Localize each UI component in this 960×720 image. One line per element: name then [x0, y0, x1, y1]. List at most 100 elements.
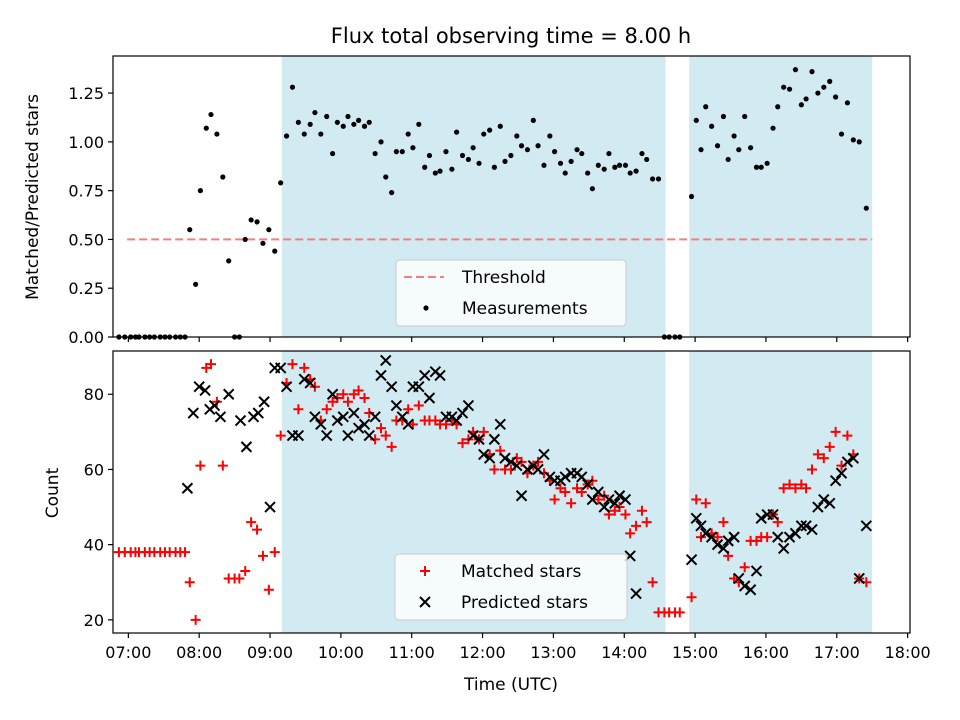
predicted-star-point — [326, 388, 339, 400]
x-tick-label: 07:00 — [105, 643, 151, 662]
measurement-point — [449, 166, 455, 172]
figure-title: Flux total observing time = 8.00 h — [331, 24, 691, 48]
predicted-star-point — [258, 396, 270, 408]
measurement-point — [193, 281, 199, 287]
measurement-point — [426, 152, 433, 159]
x-tick-label: 10:00 — [318, 643, 364, 662]
predicted-star-point — [853, 572, 865, 585]
matched-star-point — [353, 385, 364, 396]
measurement-point — [781, 84, 787, 90]
matched-star-point — [380, 430, 391, 441]
predicted-star-point — [630, 587, 642, 600]
predicted-star-point — [700, 527, 712, 540]
top-panel: 0.00 0.25 0.50 0.75 1.00 1.25 Threshold Measure… — [68, 55, 911, 347]
predicted-star-point — [369, 411, 381, 423]
matched-star-point — [293, 404, 304, 415]
measurement-point — [568, 158, 574, 164]
matched-star-point — [686, 592, 697, 603]
top-legend: Threshold Measurements — [395, 259, 627, 327]
measurement-point — [758, 164, 764, 170]
bottom-y-tick-label: 60 — [84, 460, 104, 479]
measurement-point — [283, 133, 290, 139]
predicted-star-point — [274, 362, 287, 374]
measurement-point — [260, 240, 266, 246]
predicted-star-point — [298, 373, 310, 385]
measurement-point — [443, 149, 449, 155]
measurement-point — [731, 133, 737, 139]
measurement-point — [595, 162, 601, 168]
measurement-point — [742, 113, 748, 120]
matched-star-point — [180, 547, 191, 558]
matched-star-point — [489, 464, 500, 475]
measurement-point — [850, 137, 856, 143]
measurement-point — [786, 86, 793, 92]
matched-star-point — [386, 441, 397, 452]
predicted-star-point — [396, 411, 408, 423]
matched-star-point — [620, 509, 631, 520]
measurement-point — [589, 186, 595, 192]
predicted-star-point — [586, 493, 599, 506]
matched-star-point — [342, 396, 353, 407]
predicted-star-point — [187, 407, 199, 419]
measurement-point — [416, 121, 422, 127]
measurement-point — [863, 205, 869, 211]
predicted-star-point — [576, 471, 588, 483]
measurement-point — [278, 180, 284, 186]
measurement-point — [481, 131, 487, 137]
predicted-star-point — [860, 520, 873, 532]
predicted-star-point — [603, 493, 615, 506]
matched-star-point — [206, 359, 217, 370]
predicted-star-point — [685, 553, 698, 566]
measurement-point — [383, 174, 389, 180]
predicted-star-point — [483, 452, 496, 464]
measurement-point — [508, 152, 514, 159]
matched-star-point — [440, 419, 451, 430]
bottom-y-tick-label: 80 — [84, 385, 104, 404]
measurement-point — [187, 227, 193, 233]
measurement-point — [491, 164, 497, 170]
measurement-point — [502, 158, 508, 164]
matched-star-point — [240, 565, 251, 576]
predicted-star-point — [240, 441, 253, 453]
measurement-point — [627, 170, 633, 176]
matched-star-point — [549, 494, 560, 505]
measurement-point — [432, 170, 438, 176]
measurement-point — [792, 67, 799, 73]
predicted-star-point — [402, 418, 414, 431]
measurement-point — [530, 117, 536, 123]
matched-star-point — [641, 517, 652, 528]
matched-star-point — [576, 487, 587, 497]
predicted-star-point — [280, 381, 293, 393]
measurement-point — [399, 149, 405, 155]
matched-star-point — [321, 404, 332, 415]
predicted-star-point — [613, 490, 626, 502]
predicted-star-point — [598, 501, 610, 513]
predicted-star-point — [829, 475, 842, 487]
predicted-star-point — [234, 414, 247, 427]
predicted-star-point — [478, 448, 490, 461]
matched-star-point — [195, 460, 206, 471]
top-y-tick-label: 0.75 — [68, 182, 104, 201]
matched-star-point — [252, 524, 263, 535]
bottom-legend: Matched stars Predicted stars — [394, 553, 628, 621]
predicted-star-point — [264, 501, 276, 513]
predicted-star-point — [609, 497, 621, 509]
matched-star-point — [801, 483, 812, 494]
measurement-point — [340, 123, 346, 129]
top-y-tick-label: 0.25 — [68, 279, 104, 298]
predicted-star-point — [750, 565, 763, 577]
bottom-shaded-interval — [689, 351, 873, 633]
top-y-tick-label: 1.00 — [68, 133, 104, 152]
matched-star-point — [762, 532, 773, 543]
predicted-star-point — [619, 493, 632, 506]
matched-star-point — [257, 550, 268, 561]
measurement-point — [301, 131, 307, 137]
predicted-star-point — [358, 418, 371, 431]
predicted-star-point — [728, 531, 740, 543]
matched-star-point — [269, 547, 280, 558]
matched-star-point — [413, 400, 424, 411]
matched-star-point — [691, 494, 702, 505]
predicted-star-point — [559, 471, 571, 483]
matched-star-point — [217, 460, 228, 471]
